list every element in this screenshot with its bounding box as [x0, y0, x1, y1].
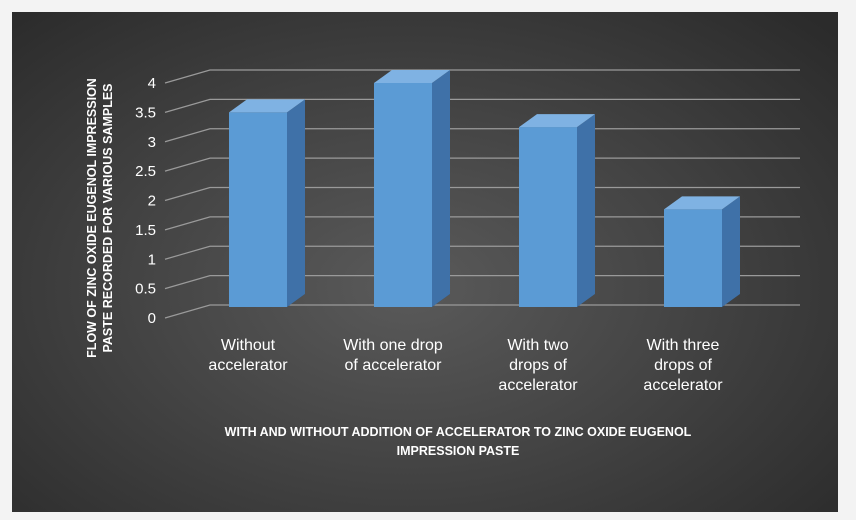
gridline — [164, 275, 800, 290]
bar-top — [229, 99, 305, 113]
bars — [229, 70, 740, 307]
y-tick-label: 2 — [148, 193, 156, 210]
gridline — [164, 245, 800, 260]
bar — [519, 114, 595, 307]
y-tick-label: 3.5 — [135, 104, 156, 121]
y-tick-label: 4 — [148, 75, 156, 92]
bar-top — [664, 196, 740, 210]
gridline — [164, 216, 800, 231]
gridline — [164, 98, 800, 113]
y-axis-title: FLOW OF ZINC OXIDE EUGENOL IMPRESSION PAS… — [85, 78, 115, 358]
bar-front — [229, 112, 287, 307]
x-category-label: With two drops of accelerator — [498, 337, 578, 394]
y-tick-label: 1 — [148, 251, 156, 268]
bar-side — [432, 70, 450, 307]
y-tick-label: 3 — [148, 134, 156, 151]
y-axis-ticks: 0 0.5 1 1.5 2 2.5 3 3.5 4 — [135, 75, 156, 327]
gridline — [164, 304, 800, 319]
x-axis-title: WITH AND WITHOUT ADDITION OF ACCELERATOR… — [225, 425, 692, 458]
bar — [374, 70, 450, 307]
y-tick-label: 1.5 — [135, 222, 156, 239]
x-axis-categories: Without accelerator With one drop of accele… — [208, 337, 723, 394]
gridline — [164, 157, 800, 172]
bar-top — [374, 70, 450, 83]
bar-side — [287, 99, 305, 307]
x-category-label: With one drop of accelerator — [343, 337, 443, 374]
y-tick-label: 2.5 — [135, 163, 156, 180]
gridlines — [164, 69, 800, 319]
gridline — [164, 128, 800, 143]
gridline — [164, 69, 800, 84]
gridline — [164, 186, 800, 202]
x-category-label: With three drops of accelerator — [643, 337, 723, 394]
bar-front — [519, 127, 577, 307]
bar-side — [577, 114, 595, 307]
bar — [664, 196, 740, 307]
bar-front — [664, 209, 722, 307]
bar-side — [722, 196, 740, 307]
bar-top — [519, 114, 595, 128]
y-tick-label: 0.5 — [135, 281, 156, 298]
bar-front — [374, 83, 432, 307]
x-category-label: Without accelerator — [208, 337, 288, 374]
y-tick-label: 0 — [148, 310, 156, 327]
bar — [229, 99, 305, 307]
